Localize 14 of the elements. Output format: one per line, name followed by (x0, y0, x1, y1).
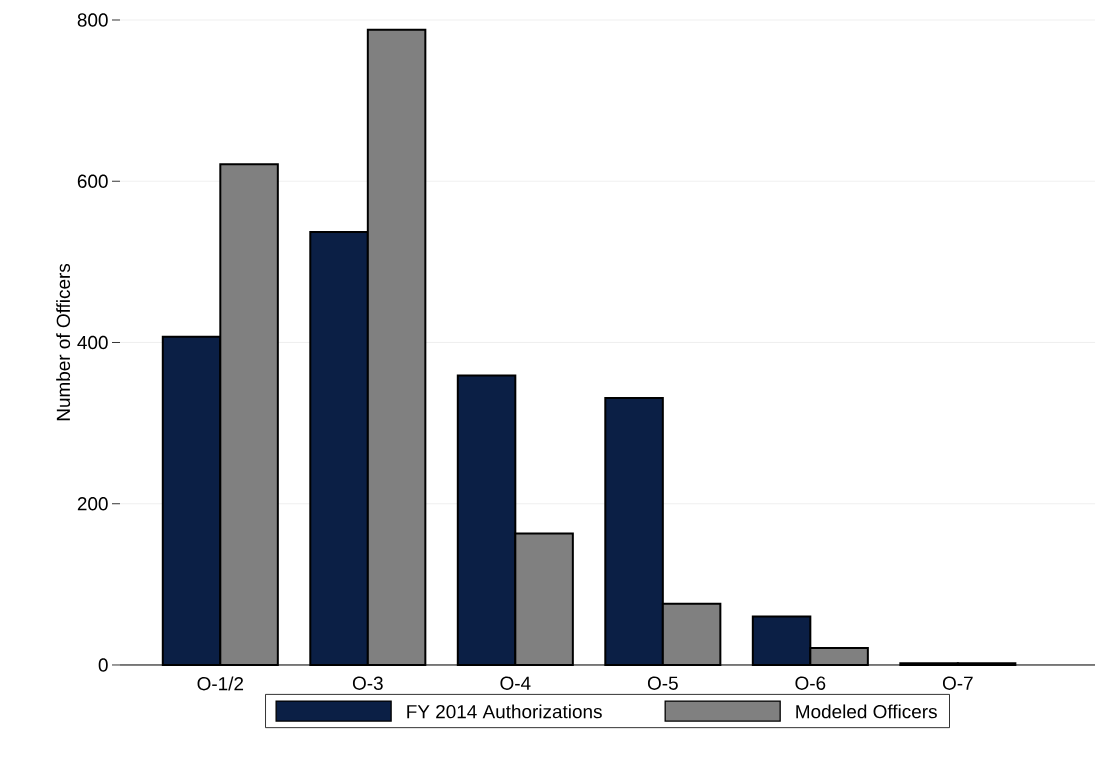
y-tick-label: 400 (77, 335, 108, 350)
y-tick-label: 800 (77, 13, 108, 27)
x-tick-label: O-1/2 (197, 676, 244, 691)
x-tick-label: O-4 (500, 676, 531, 690)
y-tick-label: 0 (98, 658, 108, 672)
x-tick-label: O-5 (647, 676, 678, 690)
x-tick-label: O-6 (795, 676, 826, 690)
y-tick-label: 600 (77, 174, 108, 188)
x-tick-label: O-7 (942, 676, 973, 690)
y-axis-title: Number of Officers (56, 263, 71, 421)
text: Modeled Officers (796, 704, 937, 719)
y-tick-label: 200 (77, 497, 108, 511)
x-tick-label: O-3 (352, 676, 383, 690)
text: FY 2014 Authorizations (407, 704, 602, 719)
